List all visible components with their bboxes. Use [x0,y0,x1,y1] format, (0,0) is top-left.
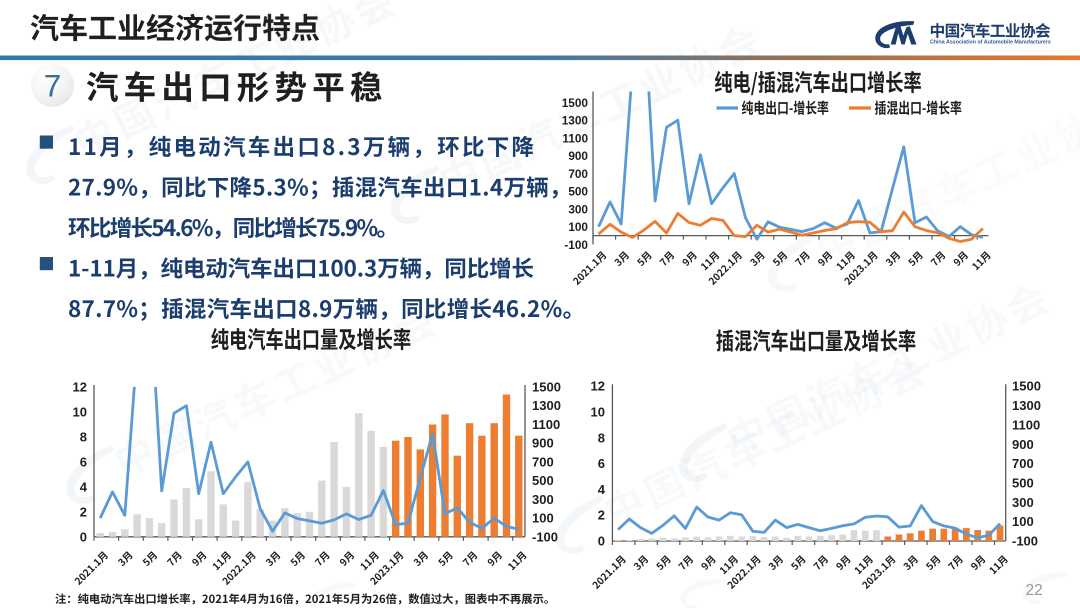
svg-text:7: 7 [44,68,62,104]
svg-text:-100: -100 [532,529,558,544]
svg-text:1300: 1300 [562,114,589,128]
svg-text:8: 8 [598,430,605,445]
svg-text:12: 12 [73,380,87,395]
svg-text:0: 0 [80,529,87,544]
svg-text:100: 100 [568,220,588,234]
svg-text:China Association of Automobil: China Association of Automobile Manufact… [930,40,1051,46]
svg-text:2: 2 [598,508,605,523]
svg-text:1100: 1100 [532,417,560,432]
svg-text:700: 700 [1012,456,1034,471]
svg-text:300: 300 [1012,495,1034,510]
svg-text:300: 300 [568,202,588,216]
svg-text:12: 12 [591,379,605,394]
svg-text:900: 900 [568,149,588,163]
svg-text:0: 0 [598,534,605,549]
svg-text:1500: 1500 [532,380,561,395]
svg-text:1500: 1500 [562,96,589,110]
svg-text:4: 4 [598,482,606,497]
svg-text:10: 10 [591,405,605,420]
svg-text:-100: -100 [1012,534,1038,549]
svg-text:6: 6 [80,454,87,469]
svg-text:10: 10 [73,405,87,420]
svg-text:100: 100 [1012,514,1034,529]
svg-text:1500: 1500 [1012,379,1041,394]
svg-text:700: 700 [568,167,588,181]
svg-text:500: 500 [568,185,588,199]
svg-text:100: 100 [532,511,554,526]
svg-text:6: 6 [598,456,605,471]
svg-text:500: 500 [1012,475,1034,490]
svg-text:-100: -100 [564,238,588,252]
svg-text:8: 8 [80,430,87,445]
svg-text:2: 2 [80,504,87,519]
svg-text:4: 4 [80,479,88,494]
svg-text:1300: 1300 [532,398,561,413]
svg-text:1300: 1300 [1012,398,1041,413]
svg-text:500: 500 [532,473,554,488]
svg-text:1100: 1100 [1012,417,1040,432]
svg-text:900: 900 [532,436,554,451]
svg-text:300: 300 [532,492,554,507]
svg-text:900: 900 [1012,437,1034,452]
svg-text:1100: 1100 [562,131,588,145]
svg-text:700: 700 [532,454,554,469]
svg-text:22: 22 [1026,582,1043,599]
